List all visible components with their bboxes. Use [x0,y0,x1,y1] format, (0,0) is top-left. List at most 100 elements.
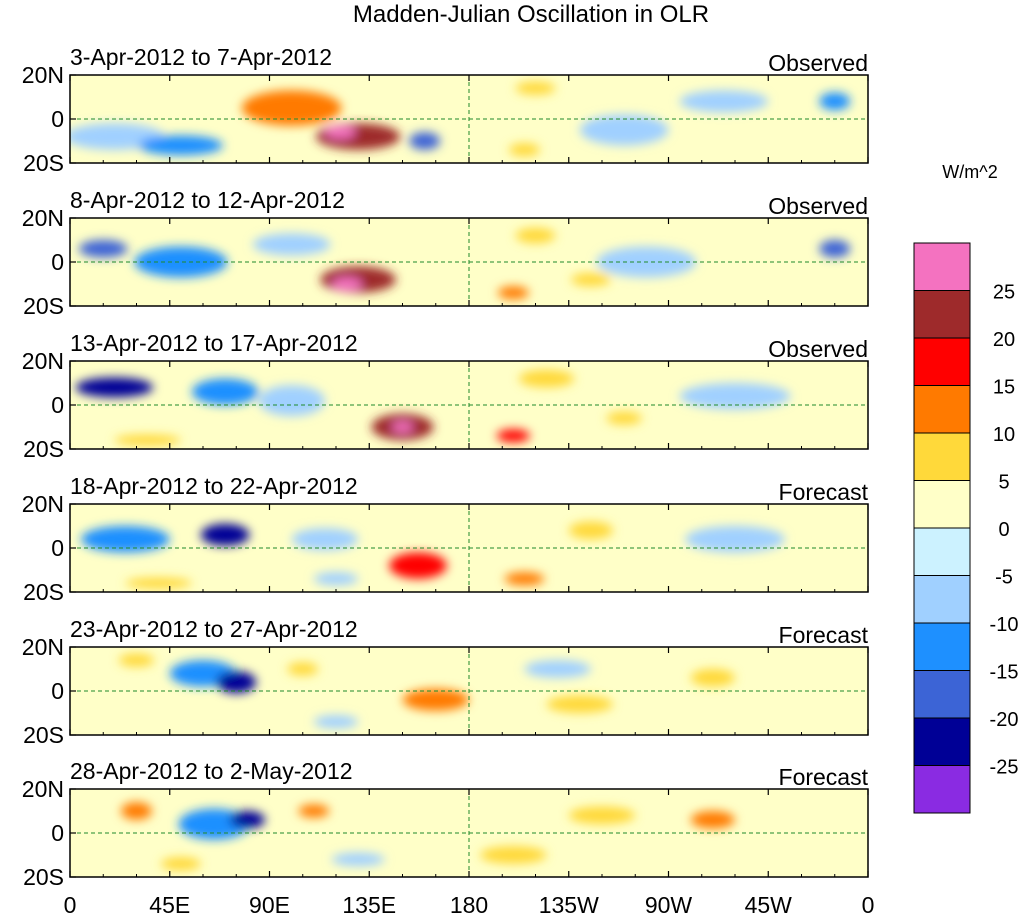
anomaly-blob [160,857,201,871]
anomaly-blob [515,81,556,95]
anomaly-blob [313,572,359,586]
panel-kind-label: Observed [768,193,868,219]
panel-date-range: 8-Apr-2012 to 12-Apr-2012 [70,187,345,213]
colorbar-label: 10 [993,424,1015,446]
x-tick-label: 135E [342,892,396,918]
y-tick-label: 0 [51,678,64,704]
y-tick-label: 20S [23,293,64,319]
anomaly-blob [191,378,259,405]
anomaly-blob [316,123,401,150]
y-tick-label: 0 [51,392,64,418]
y-tick-label: 20S [23,722,64,748]
anomaly-blob [287,662,319,676]
y-tick-label: 20N [22,776,64,802]
x-tick-label: 135W [539,892,599,918]
anomaly-blob [685,526,785,553]
colorbar-swatch [913,670,971,719]
colorbar-swatch [913,575,971,624]
anomaly-blob [134,246,228,278]
anomaly-blob [480,846,547,864]
panel-date-range: 18-Apr-2012 to 22-Apr-2012 [70,473,358,499]
anomaly-blob [518,369,575,388]
panel-6: 20N 0 20S 28-Apr-2012 to 2-May-2012 Forecast [22,758,869,890]
colorbar-units: W/m^2 [942,162,997,182]
y-tick-label: 20S [23,436,64,462]
panel-kind-label: Observed [768,336,868,362]
y-tick-label: 0 [51,106,64,132]
colorbar-swatch [913,290,971,339]
anomaly-blob [75,377,154,398]
x-tick-label: 0 [862,892,875,918]
anomaly-blob [606,411,642,425]
panel-date-range: 3-Apr-2012 to 7-Apr-2012 [70,44,332,70]
anomaly-blob [118,653,155,667]
anomaly-blob [389,552,447,579]
panel-2: 20N 0 20S 8-Apr-2012 to 12-Apr-2012 Observed [22,187,869,319]
y-tick-label: 20N [22,348,64,374]
panel-date-range: 23-Apr-2012 to 27-Apr-2012 [70,616,358,642]
anomaly-blob [200,523,250,546]
panel-kind-label: Observed [768,50,868,76]
anomaly-blob [546,695,614,713]
x-tick-label: 45E [149,892,190,918]
x-tick-label: 180 [450,892,488,918]
colorbar-label: -5 [995,567,1013,589]
anomaly-blob [125,577,192,589]
anomaly-blob [568,806,636,825]
x-axis: 0 45E 90E 135E 180 135W 90W 45W 0 [64,892,875,918]
anomaly-blob [570,273,611,287]
colorbar-label: -15 [990,662,1019,684]
panel-5: 20N 0 20S 23-Apr-2012 to 27-Apr-2012 Forecas… [22,616,869,748]
colorbar-label: -25 [990,757,1019,779]
anomaly-blob [291,528,359,551]
anomaly-blob [241,90,342,126]
panel-3: 20N 0 20S 13-Apr-2012 to 17-Apr-2012 Observe… [22,330,869,462]
colorbar-swatch [913,622,971,671]
panel-date-range: 28-Apr-2012 to 2-May-2012 [70,758,353,784]
colorbar-label: 25 [993,282,1015,304]
y-tick-label: 20N [22,62,64,88]
anomaly-blob [252,233,331,256]
colorbar-label: -10 [990,614,1019,636]
anomaly-blob [324,125,356,139]
y-tick-label: 0 [51,535,64,561]
y-tick-label: 20N [22,491,64,517]
anomaly-blob [409,132,441,150]
colorbar-swatch [913,337,971,386]
anomaly-blob [331,277,363,291]
anomaly-blob [496,429,530,443]
colorbar-label: 0 [998,519,1009,541]
anomaly-blob [331,852,385,867]
colorbar-label: -20 [990,709,1019,731]
anomaly-blob [679,383,791,410]
colorbar: 25 20 15 10 5 0 -5 -10 -15 -20 -25 [913,242,1019,814]
y-tick-label: 20S [23,150,64,176]
chart-title: Madden-Julian Oscillation in OLR [353,1,709,28]
y-tick-label: 20N [22,634,64,660]
anomaly-blob [508,143,540,157]
anomaly-blob [690,669,735,687]
y-tick-label: 0 [51,820,64,846]
panel-kind-label: Forecast [779,622,869,648]
colorbar-label: 15 [993,377,1015,399]
anomaly-blob [216,671,257,694]
panel-1: 20N 0 20S 3-Apr-2012 to 7-Apr-2012 Observed [22,44,869,176]
anomaly-blob [515,227,556,244]
anomaly-blob [819,240,851,258]
y-tick-label: 20S [23,864,64,890]
colorbar-swatch [913,385,971,434]
panel-date-range: 13-Apr-2012 to 17-Apr-2012 [70,330,358,356]
colorbar-swatch [913,480,971,529]
anomaly-blob [497,286,529,300]
x-tick-label: 0 [64,892,77,918]
anomaly-blob [313,715,359,729]
panel-kind-label: Forecast [779,764,869,790]
anomaly-blob [81,526,170,553]
colorbar-label: 20 [993,329,1015,351]
anomaly-blob [114,434,181,446]
anomaly-blob [504,572,545,586]
colorbar-label: 5 [998,472,1009,494]
anomaly-blob [402,688,469,711]
